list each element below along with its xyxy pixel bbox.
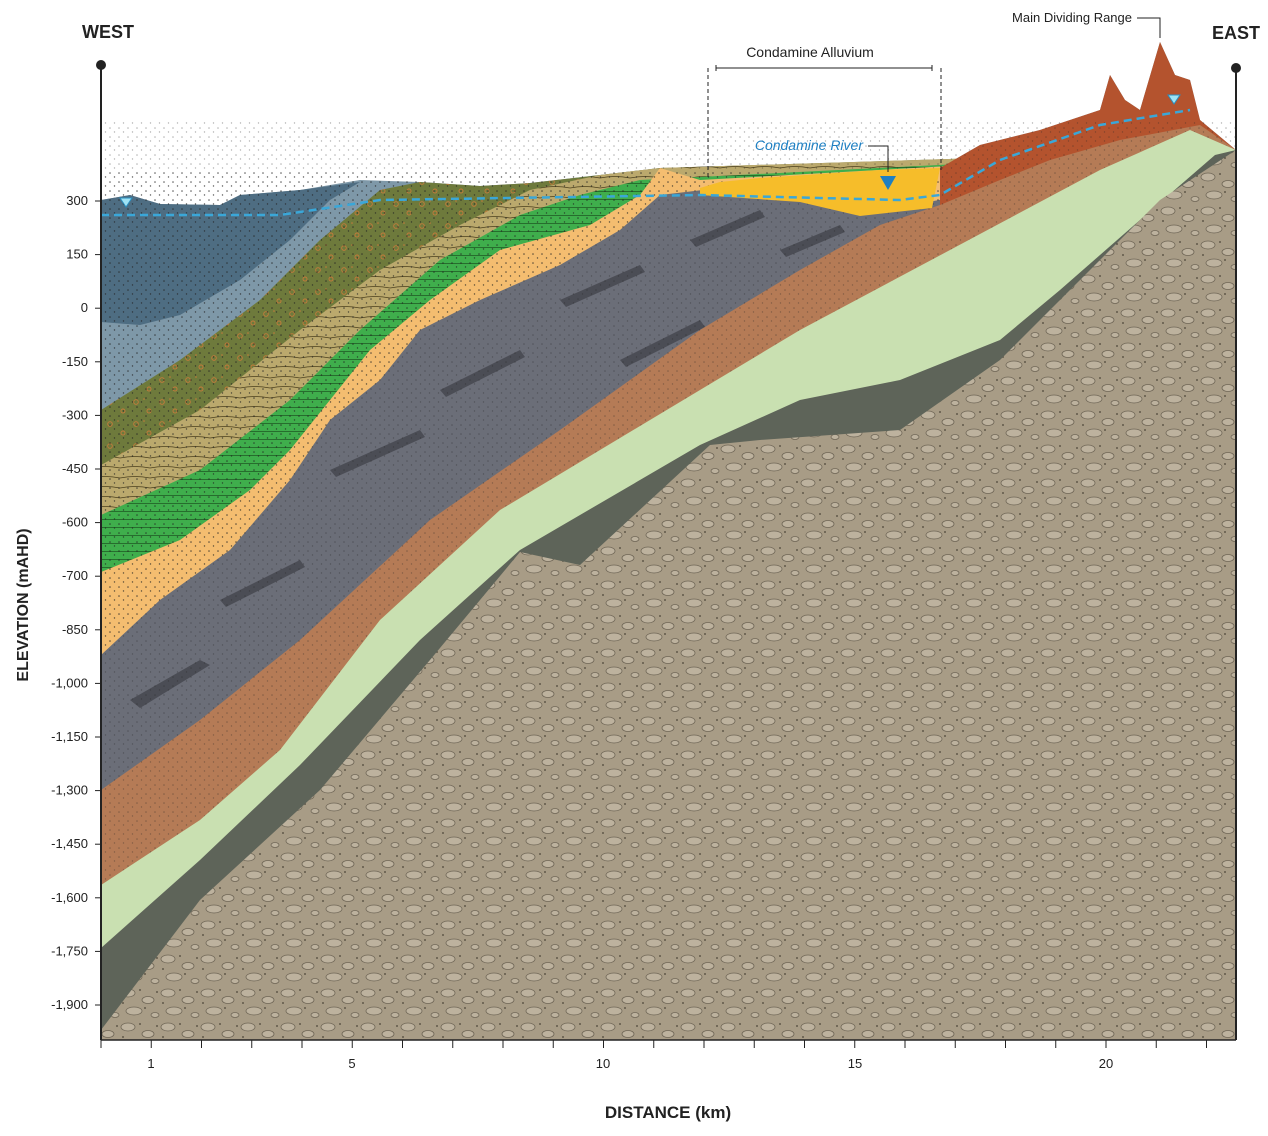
y-tick-label: -450 [62, 461, 88, 476]
y-tick-label: -150 [62, 354, 88, 369]
y-tick-label: -700 [62, 568, 88, 583]
y-tick-label: -1,900 [51, 997, 88, 1012]
x-tick-label: 5 [348, 1056, 355, 1071]
y-tick-label: -300 [62, 407, 88, 422]
axis-dot [1231, 63, 1241, 73]
cross-section: WEST EAST Main Dividing Range Condamine … [0, 0, 1268, 1131]
page: {"labels": {"west": "WEST", "east": "EAS… [0, 0, 1268, 1131]
y-tick-label: 150 [66, 247, 88, 262]
y-tick-label: -850 [62, 622, 88, 637]
x-tick-label: 20 [1099, 1056, 1113, 1071]
y-tick-label: -1,450 [51, 836, 88, 851]
main-range-label: Main Dividing Range [1012, 10, 1132, 25]
x-tick-label: 15 [848, 1056, 862, 1071]
y-tick-label: -600 [62, 515, 88, 530]
y-tick-label: 0 [81, 300, 88, 315]
y-tick-label: -1,150 [51, 729, 88, 744]
bracket [716, 65, 932, 71]
river-label: Condamine River [755, 137, 864, 153]
y-tick-label: 300 [66, 193, 88, 208]
x-axis-title: DISTANCE (km) [605, 1103, 731, 1122]
y-axis-title: ELEVATION (mAHD) [15, 528, 32, 681]
leader [1137, 18, 1160, 38]
alluvium-label: Condamine Alluvium [746, 44, 874, 60]
axis-dot [96, 60, 106, 70]
y-tick-label: -1,750 [51, 943, 88, 958]
y-tick-label: -1,000 [51, 675, 88, 690]
y-tick-label: -1,600 [51, 890, 88, 905]
west-label: WEST [82, 22, 134, 42]
east-label: EAST [1212, 23, 1260, 43]
y-tick-label: -1,300 [51, 783, 88, 798]
x-tick-label: 1 [147, 1056, 154, 1071]
layers [101, 42, 1236, 1040]
x-tick-label: 10 [596, 1056, 610, 1071]
